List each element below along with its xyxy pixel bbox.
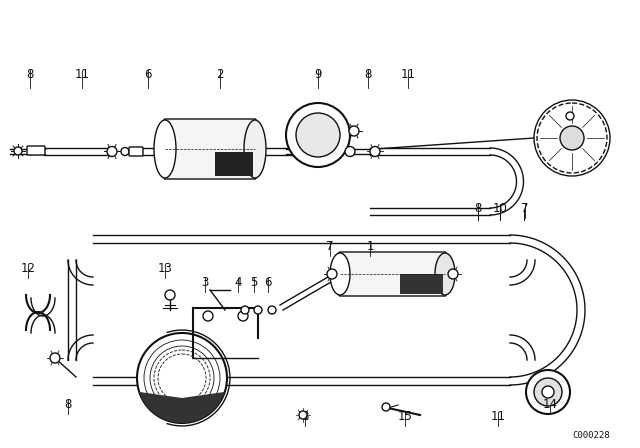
Text: 8: 8 — [26, 68, 34, 81]
Circle shape — [560, 126, 584, 150]
Circle shape — [349, 126, 359, 136]
Polygon shape — [400, 274, 443, 294]
Text: 8: 8 — [64, 398, 72, 411]
Circle shape — [526, 370, 570, 414]
Circle shape — [286, 103, 350, 167]
Circle shape — [14, 147, 22, 155]
Text: 2: 2 — [216, 68, 224, 81]
Circle shape — [165, 290, 175, 300]
Circle shape — [370, 146, 380, 156]
Text: 7: 7 — [521, 202, 529, 215]
Text: 14: 14 — [543, 398, 557, 411]
Ellipse shape — [154, 120, 176, 178]
Text: 8: 8 — [474, 202, 482, 215]
Circle shape — [542, 386, 554, 398]
Text: 6: 6 — [264, 276, 272, 289]
Text: 12: 12 — [20, 262, 35, 275]
FancyBboxPatch shape — [339, 252, 446, 296]
Text: 9: 9 — [314, 68, 322, 81]
Text: 8: 8 — [364, 68, 372, 81]
Circle shape — [299, 411, 307, 419]
Text: 11: 11 — [490, 410, 506, 423]
Text: 10: 10 — [493, 202, 508, 215]
Circle shape — [137, 333, 227, 423]
Ellipse shape — [330, 253, 350, 295]
Circle shape — [327, 269, 337, 279]
Circle shape — [566, 112, 574, 120]
Text: 7: 7 — [326, 240, 333, 253]
Circle shape — [107, 146, 117, 156]
Circle shape — [537, 103, 607, 173]
Text: C000228: C000228 — [572, 431, 610, 440]
Text: 8: 8 — [301, 410, 308, 423]
Circle shape — [203, 311, 213, 321]
Text: 5: 5 — [250, 276, 258, 289]
Text: 13: 13 — [157, 262, 172, 275]
Circle shape — [254, 306, 262, 314]
Circle shape — [345, 146, 355, 156]
Text: 1: 1 — [366, 240, 374, 253]
Text: 15: 15 — [397, 410, 412, 423]
Text: 11: 11 — [74, 68, 90, 81]
Text: 6: 6 — [144, 68, 152, 81]
Ellipse shape — [435, 253, 455, 295]
Circle shape — [241, 306, 249, 314]
FancyBboxPatch shape — [27, 146, 45, 155]
Circle shape — [238, 311, 248, 321]
Circle shape — [448, 269, 458, 279]
Circle shape — [382, 403, 390, 411]
Polygon shape — [215, 152, 253, 176]
Text: 11: 11 — [401, 68, 415, 81]
Circle shape — [268, 306, 276, 314]
Circle shape — [121, 147, 129, 155]
Circle shape — [534, 378, 562, 406]
FancyBboxPatch shape — [129, 147, 143, 156]
Polygon shape — [140, 392, 225, 423]
Ellipse shape — [244, 120, 266, 178]
FancyBboxPatch shape — [164, 119, 256, 179]
Circle shape — [50, 353, 60, 363]
Text: 3: 3 — [202, 276, 209, 289]
Text: 4: 4 — [234, 276, 242, 289]
Circle shape — [296, 113, 340, 157]
